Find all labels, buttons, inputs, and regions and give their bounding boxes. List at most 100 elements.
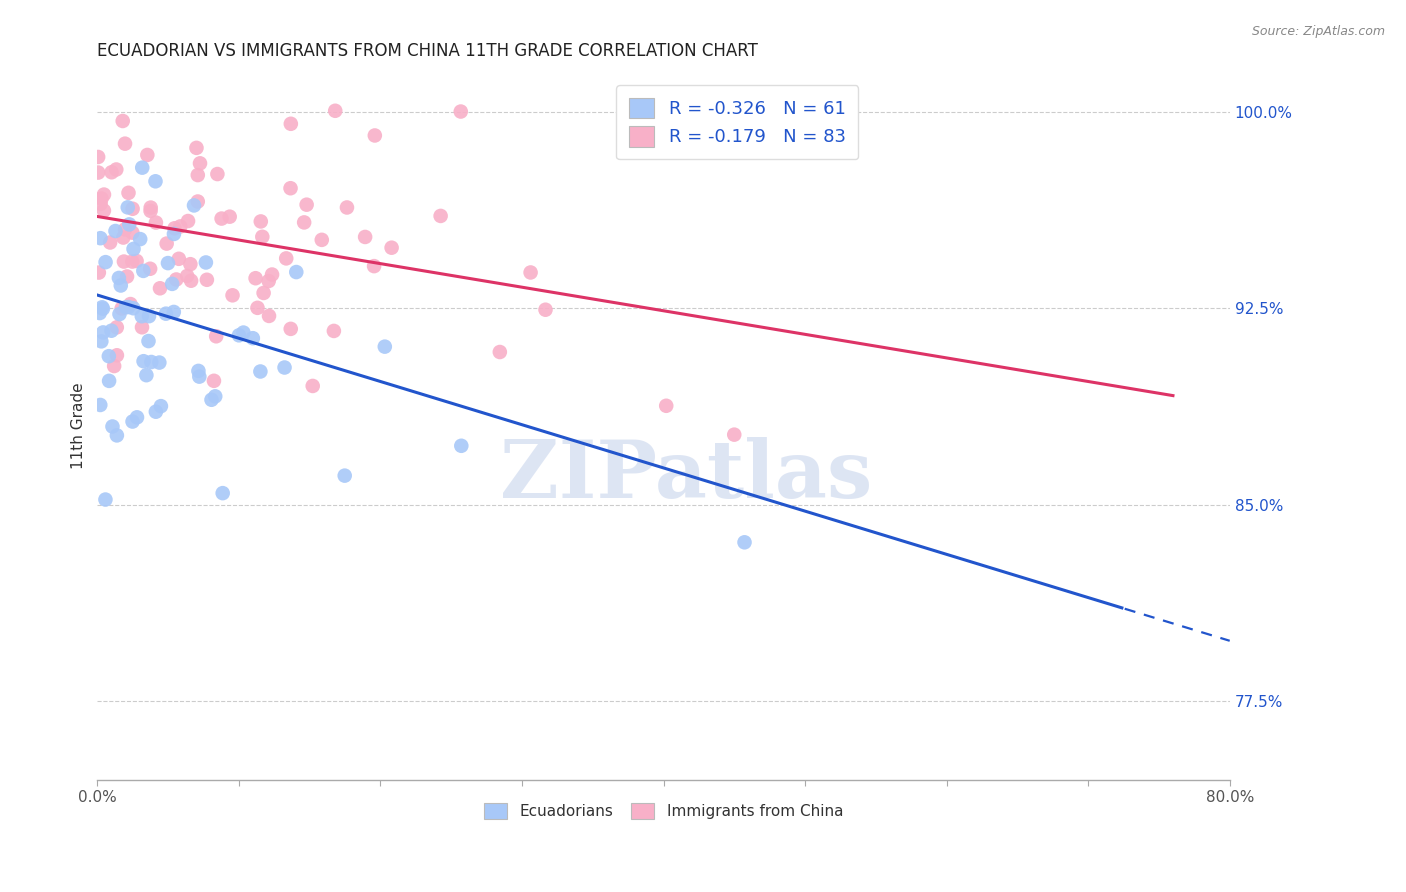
Point — [155, 307, 177, 321]
Point — [156, 236, 179, 251]
Point — [131, 320, 153, 334]
Point — [364, 128, 387, 143]
Point — [145, 174, 167, 188]
Point — [121, 415, 143, 429]
Point — [177, 214, 200, 228]
Point — [101, 419, 124, 434]
Point — [252, 285, 274, 300]
Point — [132, 354, 155, 368]
Point — [218, 210, 240, 224]
Point — [257, 274, 280, 288]
Point — [121, 254, 143, 268]
Point — [139, 261, 162, 276]
Text: ECUADORIAN VS IMMIGRANTS FROM CHINA 11TH GRADE CORRELATION CHART: ECUADORIAN VS IMMIGRANTS FROM CHINA 11TH… — [97, 42, 758, 60]
Point — [280, 322, 302, 336]
Point — [200, 392, 222, 407]
Point — [156, 256, 179, 270]
Point — [734, 535, 756, 549]
Point — [374, 340, 396, 354]
Point — [125, 254, 148, 268]
Point — [285, 265, 308, 279]
Point — [108, 271, 131, 285]
Point — [354, 230, 377, 244]
Point — [221, 288, 243, 302]
Point — [105, 320, 128, 334]
Point — [111, 114, 134, 128]
Point — [205, 329, 228, 343]
Point — [204, 389, 226, 403]
Point — [93, 187, 115, 202]
Point — [169, 219, 191, 234]
Point — [242, 331, 264, 345]
Point — [232, 326, 254, 340]
Point — [292, 215, 315, 229]
Point — [117, 200, 139, 214]
Point — [112, 254, 135, 268]
Point — [163, 305, 186, 319]
Point — [249, 214, 271, 228]
Point — [333, 468, 356, 483]
Point — [145, 216, 167, 230]
Point — [122, 242, 145, 256]
Point — [139, 201, 162, 215]
Point — [450, 104, 472, 119]
Point — [114, 136, 136, 151]
Point — [276, 252, 298, 266]
Point — [121, 226, 143, 240]
Point — [149, 281, 172, 295]
Point — [138, 334, 160, 348]
Point — [429, 209, 451, 223]
Point — [117, 300, 139, 314]
Point — [129, 232, 152, 246]
Point — [98, 235, 121, 250]
Point — [160, 277, 183, 291]
Point — [311, 233, 333, 247]
Point — [89, 231, 111, 245]
Point — [105, 348, 128, 362]
Y-axis label: 11th Grade: 11th Grade — [72, 383, 86, 469]
Point — [115, 300, 138, 314]
Point — [245, 271, 267, 285]
Point — [136, 148, 159, 162]
Point — [112, 230, 135, 244]
Point — [110, 278, 132, 293]
Point — [87, 266, 110, 280]
Point — [211, 486, 233, 500]
Point — [655, 399, 678, 413]
Text: Source: ZipAtlas.com: Source: ZipAtlas.com — [1251, 25, 1385, 38]
Point — [87, 165, 110, 179]
Point — [723, 427, 745, 442]
Point — [488, 345, 510, 359]
Point — [194, 255, 217, 269]
Point — [118, 218, 141, 232]
Point — [450, 439, 472, 453]
Point — [381, 241, 404, 255]
Point — [183, 198, 205, 212]
Point — [187, 364, 209, 378]
Point — [211, 211, 233, 226]
Point — [163, 221, 186, 235]
Point — [90, 192, 112, 206]
Point — [165, 272, 187, 286]
Point — [301, 379, 323, 393]
Legend: Ecuadorians, Immigrants from China: Ecuadorians, Immigrants from China — [478, 797, 849, 825]
Point — [131, 161, 153, 175]
Point — [141, 355, 163, 369]
Point — [188, 369, 211, 384]
Point — [94, 492, 117, 507]
Point — [145, 405, 167, 419]
Point — [280, 181, 302, 195]
Point — [186, 141, 208, 155]
Point — [87, 150, 110, 164]
Point — [108, 307, 131, 321]
Point — [89, 306, 111, 320]
Point — [90, 334, 112, 349]
Point — [105, 162, 128, 177]
Point — [131, 309, 153, 323]
Point — [122, 301, 145, 316]
Point — [125, 410, 148, 425]
Point — [260, 268, 283, 282]
Point — [273, 360, 295, 375]
Point — [89, 398, 111, 412]
Point — [336, 201, 359, 215]
